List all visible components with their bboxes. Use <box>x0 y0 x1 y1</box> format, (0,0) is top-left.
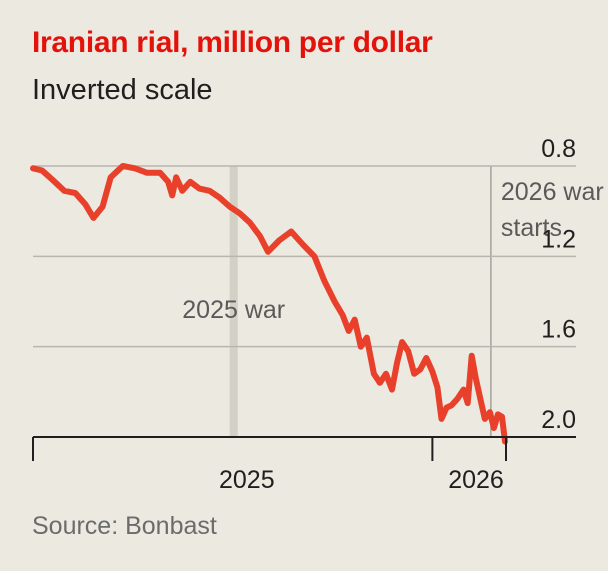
annotation-label: starts <box>501 214 562 242</box>
annotation-label: 2025 war <box>182 296 285 324</box>
y-tick-label: 1.6 <box>541 316 576 344</box>
source-note: Source: Bonbast <box>32 512 217 540</box>
rial-series-line <box>30 163 508 445</box>
war-band <box>229 166 238 437</box>
chart-title: Iranian rial, million per dollar <box>32 26 433 59</box>
x-tick-label: 2025 <box>219 466 275 494</box>
y-tick-label: 0.8 <box>541 135 576 163</box>
annotation-label: 2026 war <box>501 178 604 206</box>
x-tick-label: 2026 <box>448 466 504 494</box>
y-tick-label: 1.2 <box>541 225 576 253</box>
chart-subtitle: Inverted scale <box>32 74 213 106</box>
y-tick-label: 2.0 <box>541 406 576 434</box>
